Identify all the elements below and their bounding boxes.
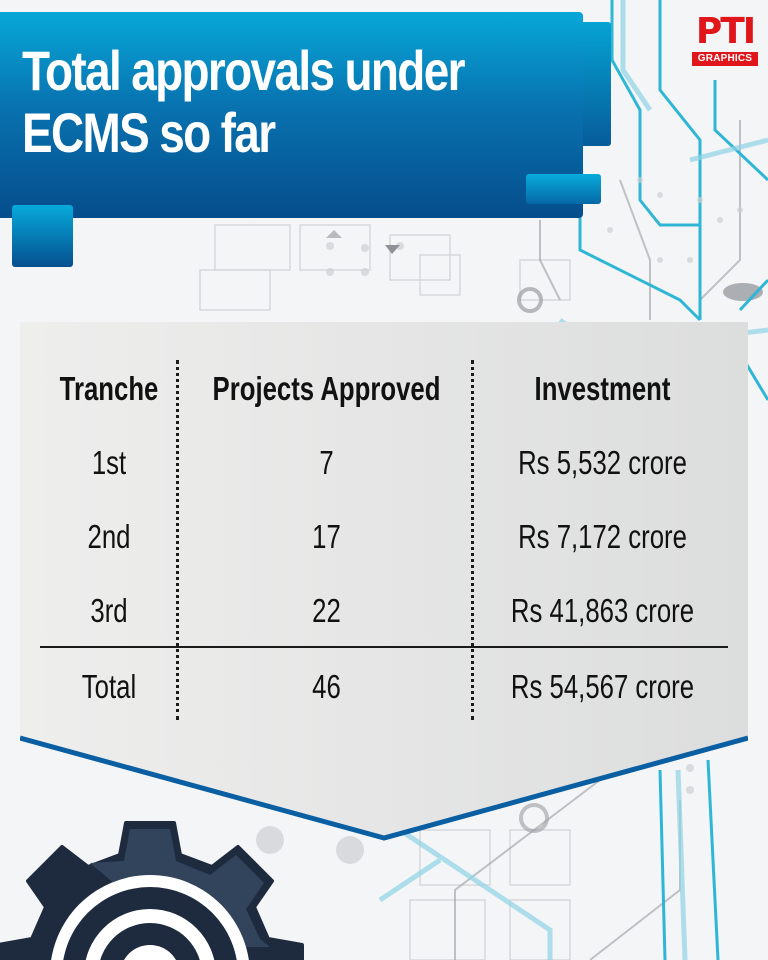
table-header-row: Tranche Projects Approved Investment [40, 356, 730, 422]
tranche-cell: 3rd [90, 592, 128, 629]
investment-cell: Rs 41,863 crore [510, 592, 695, 629]
column-divider-1 [176, 360, 179, 720]
column-header-projects: Projects Approved [212, 370, 441, 407]
investment-cell: Rs 7,172 crore [518, 518, 687, 555]
total-divider-line [40, 646, 728, 648]
investment-cell: Rs 5,532 crore [518, 444, 687, 481]
projects-cell: 7 [319, 444, 334, 481]
header-accent-square-left [12, 205, 73, 267]
pti-logo-mark: PTI [692, 12, 758, 52]
card-arrow-shape [20, 322, 748, 841]
column-header-investment: Investment [534, 370, 671, 407]
projects-cell: 22 [312, 592, 341, 629]
tranche-cell: 1st [91, 444, 127, 481]
total-investment-cell: Rs 54,567 crore [510, 668, 695, 705]
pti-logo-badge: GRAPHICS [692, 52, 758, 66]
table-row: 3rd 22 Rs 41,863 crore [40, 574, 730, 648]
column-header-tranche: Tranche [59, 370, 159, 407]
title-line-2: ECMS so far [22, 101, 276, 164]
table-row: 2nd 17 Rs 7,172 crore [40, 500, 730, 574]
pti-graphics-logo: PTI GRAPHICS [692, 12, 758, 70]
data-table-card: Tranche Projects Approved Investment 1st… [20, 322, 748, 842]
total-label-cell: Total [81, 668, 137, 705]
table-total-row: Total 46 Rs 54,567 crore [40, 650, 730, 724]
projects-cell: 17 [312, 518, 341, 555]
gear-icon [0, 821, 304, 960]
column-divider-2 [471, 360, 474, 720]
header-accent-square-right [526, 174, 601, 204]
title-banner [0, 12, 583, 218]
page-title: Total approvals under ECMS so far [22, 40, 465, 164]
tranche-cell: 2nd [87, 518, 131, 555]
title-line-1: Total approvals under [22, 39, 465, 102]
table-row: 1st 7 Rs 5,532 crore [40, 426, 730, 500]
approvals-table: Tranche Projects Approved Investment 1st… [40, 356, 730, 724]
total-projects-cell: 46 [312, 668, 341, 705]
